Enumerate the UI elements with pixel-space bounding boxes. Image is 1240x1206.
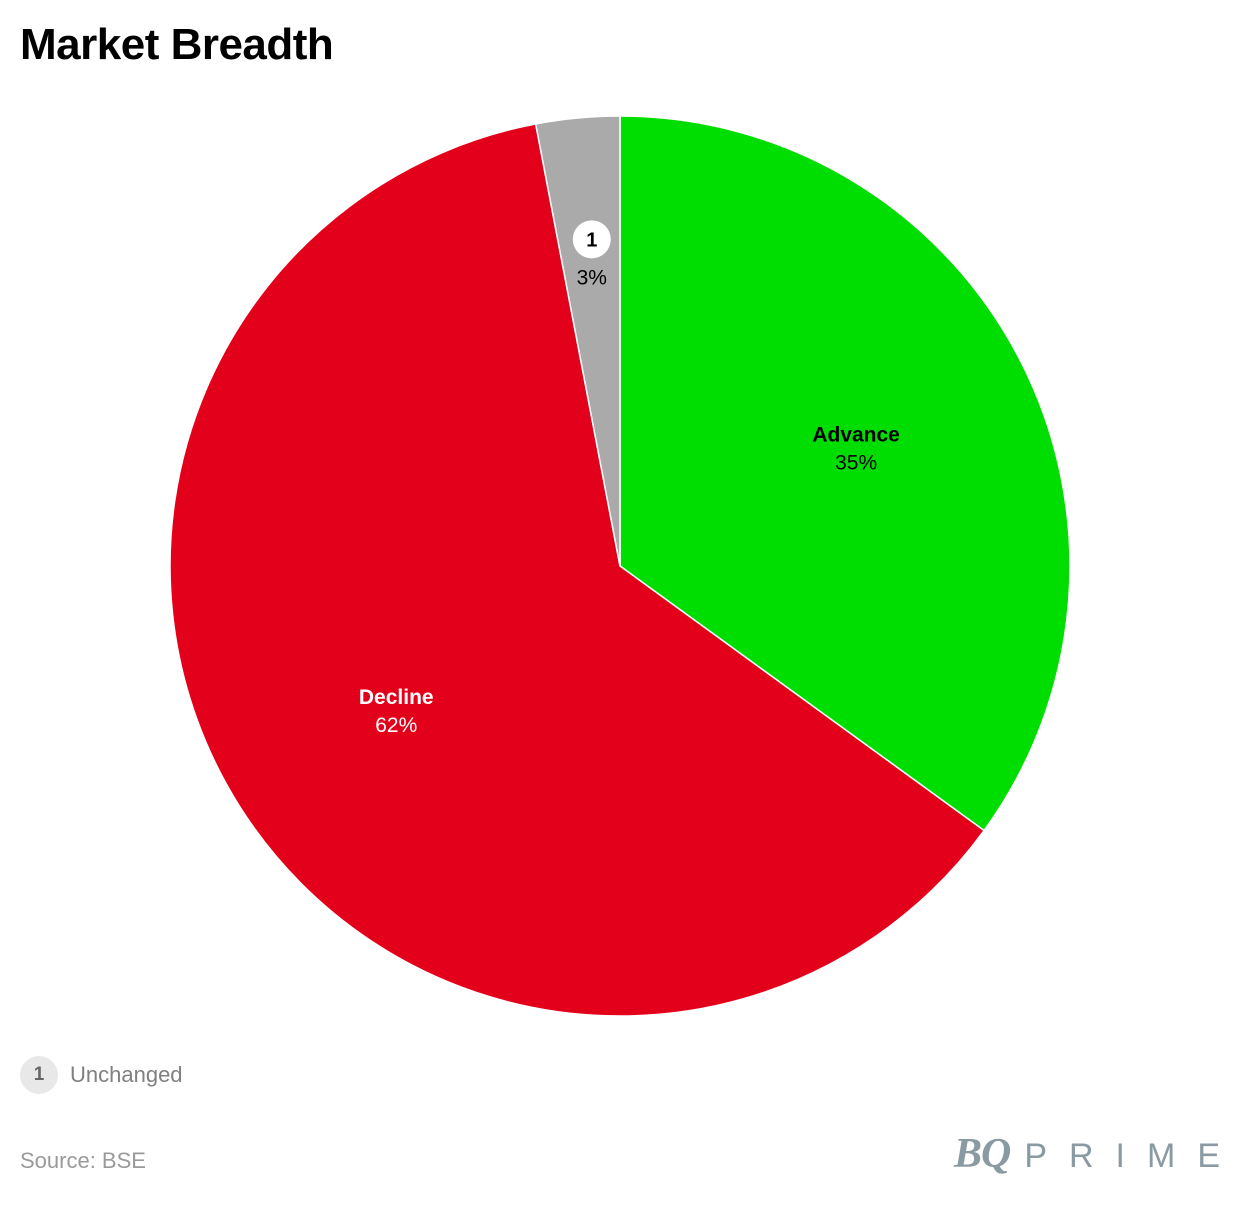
- slice-value-decline: 62%: [375, 714, 417, 737]
- pie-slice-advance: [619, 115, 1071, 832]
- slice-value-advance: 35%: [835, 452, 877, 475]
- slice-label-decline: Decline: [359, 686, 434, 709]
- chart-title: Market Breadth: [20, 20, 334, 69]
- source-note: Source: BSE: [20, 1148, 146, 1173]
- slice-marker-unchanged: [572, 220, 611, 259]
- logo-word: PRIME: [1024, 1137, 1240, 1175]
- footnote-marker: 1: [20, 1056, 58, 1094]
- logo-mark: BQ: [953, 1131, 1011, 1177]
- pie-slice-decline: [169, 123, 986, 1017]
- pie-chart: Advance 35% Decline 62% 1 3%: [169, 115, 1071, 1017]
- slice-marker-label-unchanged: 1: [586, 229, 597, 251]
- footnote: 1 Unchanged: [20, 1056, 183, 1094]
- slice-value-unchanged: 3%: [577, 266, 607, 289]
- bq-prime-logo: BQ PRIME: [954, 1130, 1220, 1178]
- slice-label-advance: Advance: [812, 424, 900, 447]
- footnote-text: Unchanged: [70, 1062, 183, 1087]
